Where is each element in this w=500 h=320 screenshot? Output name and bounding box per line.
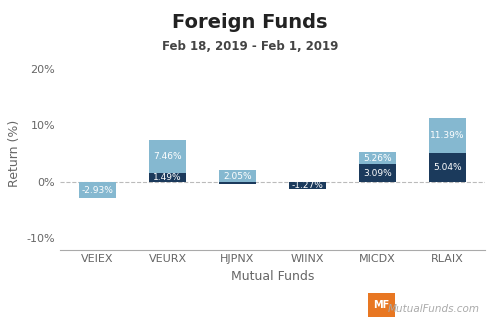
Bar: [150, 173, 186, 182]
Text: MutualFunds.com: MutualFunds.com: [388, 304, 480, 314]
Bar: [430, 117, 466, 182]
Bar: [290, 182, 326, 189]
Text: MF: MF: [373, 300, 390, 310]
X-axis label: Mutual Funds: Mutual Funds: [231, 270, 314, 283]
Text: 5.04%: 5.04%: [433, 163, 462, 172]
Y-axis label: Return (%): Return (%): [8, 120, 21, 187]
Bar: [290, 182, 326, 189]
Bar: [80, 182, 116, 198]
Text: 5.26%: 5.26%: [363, 154, 392, 163]
Text: -2.93%: -2.93%: [82, 186, 114, 195]
Text: 7.46%: 7.46%: [153, 152, 182, 161]
Bar: [220, 170, 256, 182]
Bar: [360, 164, 396, 182]
Bar: [430, 153, 466, 182]
Text: 2.05%: 2.05%: [223, 172, 252, 180]
Text: Feb 18, 2019 - Feb 1, 2019: Feb 18, 2019 - Feb 1, 2019: [162, 40, 338, 53]
Bar: [360, 152, 396, 182]
Bar: [150, 140, 186, 182]
Text: 3.09%: 3.09%: [363, 169, 392, 178]
Text: 11.39%: 11.39%: [430, 131, 464, 140]
Bar: [220, 182, 256, 184]
Text: 1.49%: 1.49%: [153, 173, 182, 182]
Text: Foreign Funds: Foreign Funds: [172, 13, 328, 32]
Text: -1.27%: -1.27%: [292, 181, 324, 190]
